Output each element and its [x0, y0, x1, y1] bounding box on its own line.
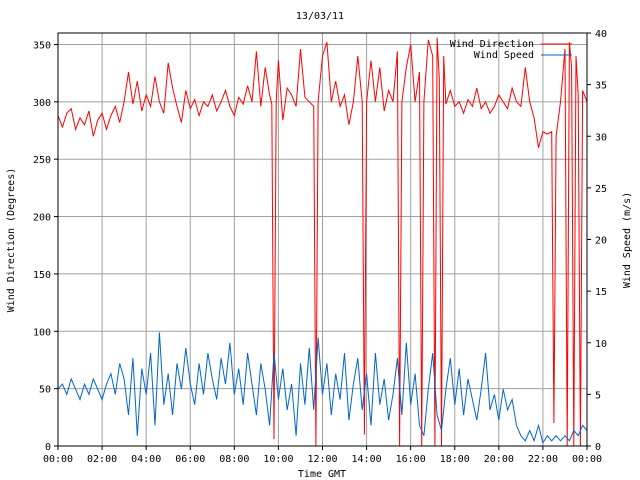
- y-tick-label: 350: [33, 40, 51, 51]
- x-axis-label: Time GMT: [298, 469, 346, 480]
- y-axis-ticks: 0 50 100 150 200 250 300 350: [33, 40, 58, 453]
- x-tick-label: 06:00: [175, 454, 205, 465]
- x-tick-label: 04:00: [131, 454, 161, 465]
- x-tick-label: 14:00: [352, 454, 382, 465]
- x-tick-label: 00:00: [572, 454, 602, 465]
- y-tick-label: 50: [39, 385, 51, 396]
- y2-tick-label: 5: [595, 390, 601, 401]
- x-tick-label: 02:00: [87, 454, 117, 465]
- y2-axis-label: Wind Speed (m/s): [622, 192, 633, 288]
- y2-axis-ticks: 0 5 10 15 20 25 30 35 40: [587, 29, 607, 453]
- gridlines: [58, 33, 587, 446]
- y2-tick-label: 40: [595, 29, 607, 40]
- wind-direction-line: [57, 37, 588, 447]
- x-tick-label: 00:00: [43, 454, 73, 465]
- y-tick-label: 100: [33, 327, 51, 338]
- x-axis-ticks: 00:00 02:00 04:00 06:00 08:00 10:00 12:00 14:00…: [43, 446, 602, 465]
- x-tick-label: 12:00: [307, 454, 337, 465]
- y2-tick-label: 25: [595, 184, 607, 195]
- x-tick-label: 08:00: [219, 454, 249, 465]
- y2-tick-label: 15: [595, 287, 607, 298]
- legend-label: Wind Direction: [450, 39, 534, 50]
- y-tick-label: 0: [45, 442, 51, 453]
- y-tick-label: 300: [33, 98, 51, 109]
- x-tick-label: 22:00: [528, 454, 558, 465]
- x-tick-label: 10:00: [263, 454, 293, 465]
- chart-title: 13/03/11: [296, 11, 344, 22]
- y2-tick-label: 20: [595, 236, 607, 247]
- x-tick-label: 18:00: [440, 454, 470, 465]
- x-tick-label: 20:00: [484, 454, 514, 465]
- legend-label: Wind Speed: [474, 50, 534, 61]
- series-layer: [57, 37, 588, 447]
- y2-tick-label: 0: [595, 442, 601, 453]
- y2-tick-label: 10: [595, 339, 607, 350]
- y-tick-label: 200: [33, 213, 51, 224]
- wind-speed-line: [57, 332, 588, 445]
- y-tick-label: 150: [33, 270, 51, 281]
- y2-tick-label: 30: [595, 132, 607, 143]
- y2-tick-label: 35: [595, 81, 607, 92]
- x-tick-label: 16:00: [396, 454, 426, 465]
- y-tick-label: 250: [33, 155, 51, 166]
- y-axis-label: Wind Direction (Degrees): [6, 168, 17, 313]
